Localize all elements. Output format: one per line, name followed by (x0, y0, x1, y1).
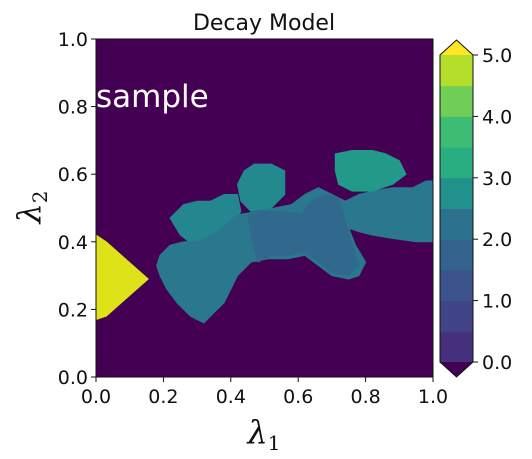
colorbar-band (440, 300, 473, 332)
y-tick-label: 0.4 (58, 232, 88, 254)
colorbar-tick-label: 3.0 (482, 168, 512, 190)
x-tick-label: 0.6 (283, 386, 313, 408)
sample-annotation: sample (96, 79, 209, 115)
colorbar-tick-label: 5.0 (482, 45, 512, 67)
y-axis: 0.0 0.2 0.4 0.6 0.8 1.0 (58, 29, 96, 389)
colorbar-over-arrow (440, 40, 473, 55)
chart-title: Decay Model (193, 11, 335, 36)
colorbar-ticks: 0.0 1.0 2.0 3.0 4.0 5.0 (473, 45, 512, 374)
x-tick-label: 0.2 (148, 386, 178, 408)
contour-region-upper-right (334, 150, 407, 192)
colorbar-band (440, 269, 473, 302)
colorbar-tick-label: 2.0 (482, 229, 512, 251)
x-tick-label: 0.0 (81, 386, 111, 408)
y-tick-label: 1.0 (58, 29, 88, 51)
colorbar-tick-label: 1.0 (482, 291, 512, 313)
x-axis-label: λ1 (245, 413, 280, 455)
y-tick-label: 0.8 (58, 97, 88, 119)
contour-region-blob-b (237, 163, 286, 212)
y-tick-label: 0.2 (58, 299, 88, 321)
colorbar-band (440, 331, 473, 363)
colorbar-under-arrow (440, 362, 473, 377)
colorbar-band (440, 177, 473, 209)
colorbar-band (440, 85, 473, 117)
colorbar-band (440, 55, 473, 87)
y-tick-label: 0.0 (58, 367, 88, 389)
colorbar-tick-label: 4.0 (482, 106, 512, 128)
y-axis-label: λ2 (10, 190, 52, 225)
plot-area (95, 38, 434, 378)
x-tick-label: 0.8 (350, 386, 380, 408)
colorbar-band (440, 147, 473, 179)
x-axis: 0.0 0.2 0.4 0.6 0.8 1.0 (81, 377, 448, 408)
colorbar-band (440, 208, 473, 240)
colorbar-band (440, 116, 473, 148)
y-tick-label: 0.6 (58, 164, 88, 186)
plot-frame (95, 38, 434, 378)
contour-region-mid-lower (247, 194, 360, 277)
colorbar-band (440, 239, 473, 271)
x-tick-label: 0.4 (216, 386, 246, 408)
colorbar (439, 39, 474, 378)
colorbar-tick-label: 0.0 (482, 352, 512, 374)
x-tick-label: 1.0 (418, 386, 448, 408)
